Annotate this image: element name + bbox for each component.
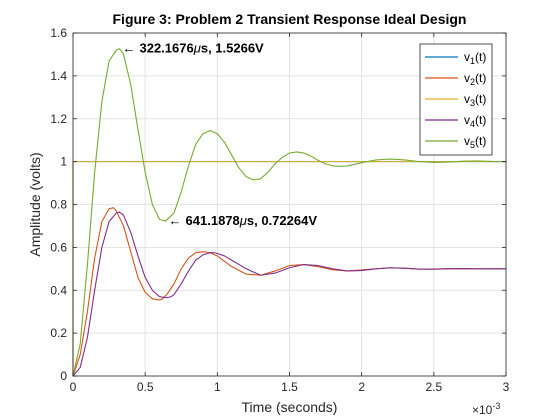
legend-entry-v2: v2(t) bbox=[464, 71, 486, 87]
annotation-unit: s, 0.72264V bbox=[247, 213, 317, 228]
legend-subscript: 3 bbox=[470, 98, 475, 108]
tick-marks bbox=[72, 32, 507, 377]
x-axis-multiplier: ×10-3 bbox=[472, 401, 500, 417]
legend-suffix: (t) bbox=[475, 134, 486, 148]
y-axis-label: Amplitude (volts) bbox=[27, 152, 43, 256]
legend-name: v bbox=[464, 113, 470, 127]
annotation-value: 641.1878 bbox=[186, 213, 240, 228]
legend: v1(t)v2(t)v3(t)v4(t)v5(t) bbox=[419, 43, 493, 156]
legend-suffix: (t) bbox=[475, 92, 486, 106]
y-tick-label: 0.2 bbox=[50, 326, 67, 340]
legend-suffix: (t) bbox=[475, 113, 486, 127]
annotation-arrow: ← bbox=[122, 41, 135, 56]
legend-suffix: (t) bbox=[475, 50, 486, 64]
legend-entry-v4: v4(t) bbox=[464, 113, 486, 129]
legend-entry-v1: v1(t) bbox=[464, 50, 486, 66]
y-tick-label: 1.2 bbox=[50, 112, 67, 126]
tick-labels: 0 0.5 1 1.5 2 2.5 3 0 0.2 0.4 0.6 0.8 1 1.2 1.4 1.6 bbox=[50, 26, 509, 394]
annotation-label: ← 322.1676μs, 1.5266V bbox=[122, 41, 264, 56]
annotation-arrow: ← bbox=[169, 213, 182, 228]
series-line-v5 bbox=[72, 48, 507, 377]
legend-entry-v5: v5(t) bbox=[464, 134, 486, 150]
legend-subscript: 1 bbox=[470, 56, 475, 66]
annotation-mu: μ bbox=[193, 41, 201, 56]
legend-subscript: 5 bbox=[470, 140, 475, 150]
x-tick-label: 0.5 bbox=[137, 380, 154, 394]
legend-subscript: 4 bbox=[470, 119, 475, 129]
legend-name: v bbox=[464, 134, 470, 148]
legend-suffix: (t) bbox=[475, 71, 486, 85]
annotation-unit: s, 1.5266V bbox=[201, 41, 264, 56]
y-tick-label: 0.8 bbox=[50, 198, 67, 212]
annotation-label: ← 641.1878μs, 0.72264V bbox=[169, 213, 318, 228]
x-axis-multiplier-exponent: -3 bbox=[492, 401, 500, 411]
x-tick-label: 0 bbox=[70, 380, 77, 394]
x-tick-label: 2 bbox=[358, 380, 365, 394]
y-tick-label: 0.6 bbox=[50, 240, 67, 254]
x-tick-label: 1 bbox=[214, 380, 221, 394]
x-axis-label: Time (seconds) bbox=[242, 399, 338, 415]
legend-subscript: 2 bbox=[470, 77, 475, 87]
x-tick-label: 2.5 bbox=[425, 380, 442, 394]
y-tick-label: 1.4 bbox=[50, 69, 67, 83]
x-axis-multiplier-base: ×10 bbox=[472, 403, 493, 417]
series-line-v4 bbox=[72, 211, 507, 377]
legend-name: v bbox=[464, 92, 470, 106]
x-tick-label: 1.5 bbox=[281, 380, 298, 394]
legend-entry-v3: v3(t) bbox=[464, 92, 486, 108]
annotation-mu: μ bbox=[239, 213, 247, 228]
legend-name: v bbox=[464, 71, 470, 85]
annotation-value: 322.1676 bbox=[139, 41, 193, 56]
y-tick-label: 1 bbox=[60, 155, 67, 169]
annotations: ← 322.1676μs, 1.5266V← 641.1878μs, 0.72264… bbox=[122, 41, 317, 228]
y-tick-label: 1.6 bbox=[50, 26, 67, 40]
chart-title: Figure 3: Problem 2 Transient Response I… bbox=[113, 11, 467, 27]
y-tick-label: 0.4 bbox=[50, 283, 67, 297]
legend-name: v bbox=[464, 50, 470, 64]
y-tick-label: 0 bbox=[60, 369, 67, 383]
x-tick-label: 3 bbox=[503, 380, 510, 394]
